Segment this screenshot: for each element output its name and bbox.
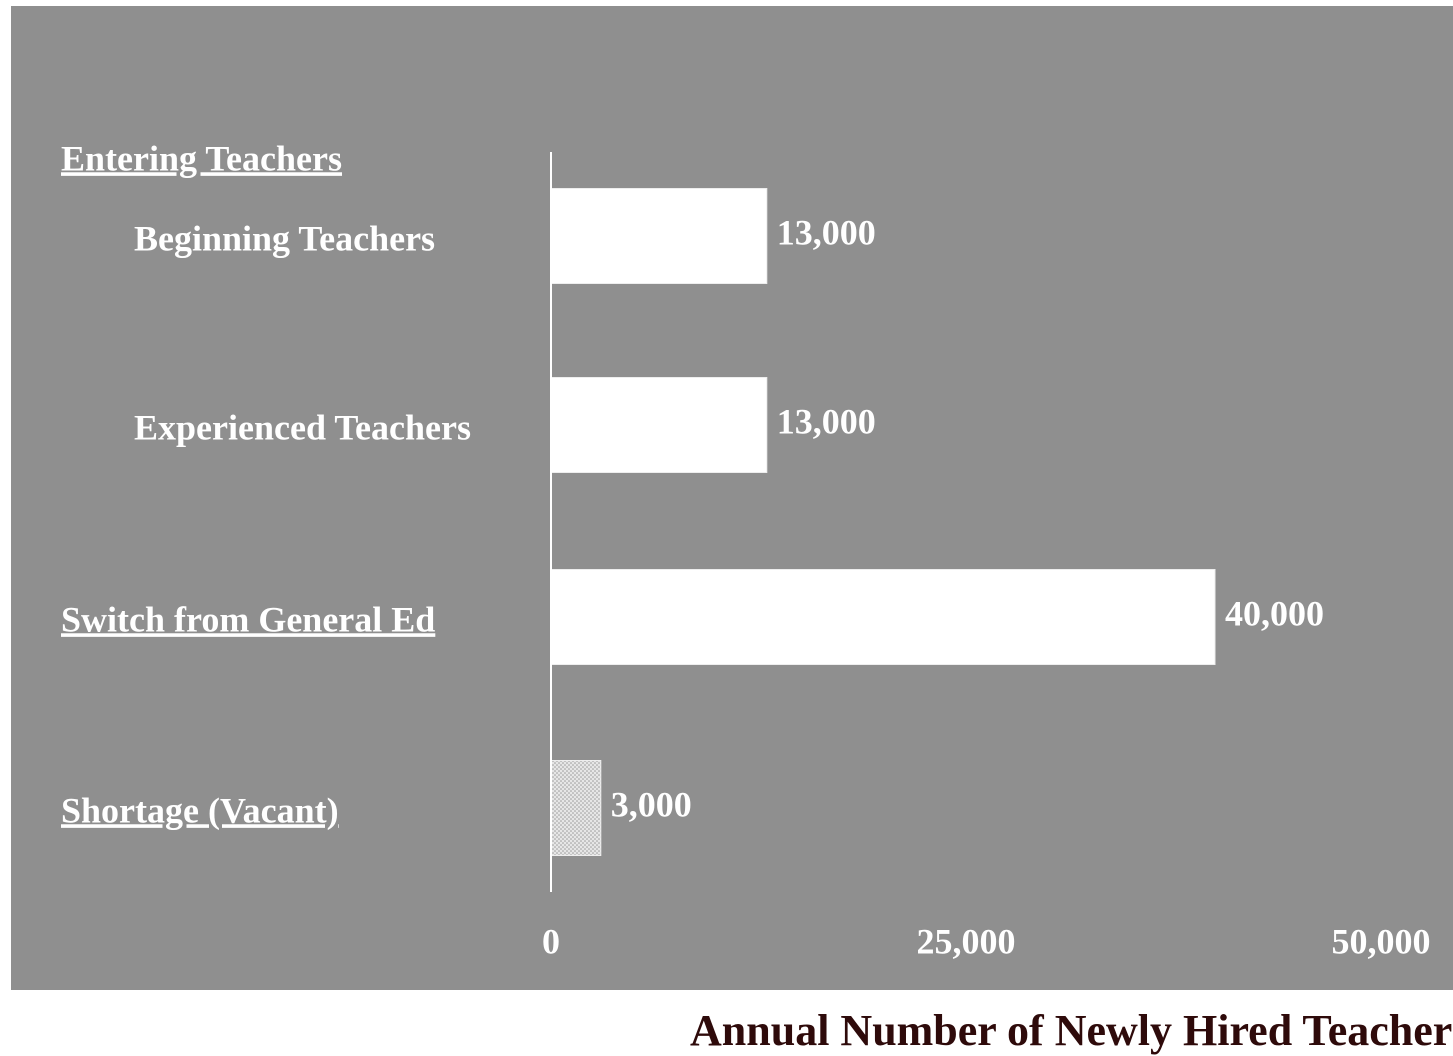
plot-background [11, 6, 1453, 990]
x-tick-label: 0 [542, 921, 560, 961]
bar [550, 377, 768, 473]
x-tick-label: 50,000 [1332, 921, 1431, 961]
value-label: 3,000 [611, 784, 692, 824]
value-label: 13,000 [777, 401, 876, 441]
value-label: 13,000 [777, 212, 876, 252]
x-tick-label: 25,000 [917, 921, 1016, 961]
bar [550, 569, 1216, 665]
group-label: Entering Teachers [61, 138, 342, 178]
value-label: 40,000 [1225, 593, 1324, 633]
x-axis-title: Annual Number of Newly Hired Teachers [690, 1006, 1453, 1055]
bar [550, 188, 768, 284]
category-label: Shortage (Vacant) [61, 790, 339, 830]
bar [550, 760, 602, 856]
category-label: Switch from General Ed [61, 599, 435, 639]
category-label: Experienced Teachers [134, 407, 471, 447]
category-label: Beginning Teachers [134, 218, 435, 258]
